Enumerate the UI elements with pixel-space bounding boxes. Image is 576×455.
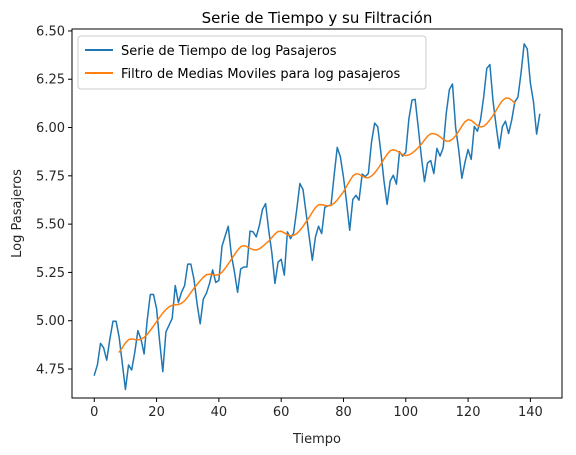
series-layer xyxy=(93,43,541,391)
x-tick-label: 40 xyxy=(211,405,228,420)
x-tick-label: 0 xyxy=(90,405,98,420)
y-tick-label: 6.50 xyxy=(36,24,65,39)
y-tick-label: 6.25 xyxy=(36,73,65,88)
y-tick-label: 5.50 xyxy=(36,218,65,233)
y-axis-ticks: 4.75 5.00 5.25 5.50 5.75 6.00 6.25 6.50 xyxy=(36,24,72,378)
x-axis-title: Tiempo xyxy=(292,432,341,447)
y-axis-title: Log Pasajeros xyxy=(10,169,25,258)
y-tick-label: 5.00 xyxy=(36,314,65,329)
plot-frame xyxy=(71,28,563,399)
x-tick-label: 80 xyxy=(335,405,352,420)
x-axis-ticks: 0 20 40 60 80 100 120 140 xyxy=(90,398,543,420)
x-tick-label: 140 xyxy=(518,405,543,420)
x-tick-label: 20 xyxy=(148,405,165,420)
x-tick-label: 60 xyxy=(273,405,290,420)
legend-label-series-2: Filtro de Medias Moviles para log pasaje… xyxy=(121,67,401,82)
y-tick-label: 4.75 xyxy=(36,363,65,378)
x-tick-label: 120 xyxy=(456,405,481,420)
y-tick-label: 5.25 xyxy=(36,266,65,281)
y-tick-label: 6.00 xyxy=(36,121,65,136)
legend-box xyxy=(77,35,427,90)
x-tick-label: 100 xyxy=(393,405,418,420)
legend-label-series-1: Serie de Tiempo de log Pasajeros xyxy=(121,44,337,59)
legend: Serie de Tiempo de log Pasajeros Filtro … xyxy=(77,35,427,90)
y-tick-label: 5.75 xyxy=(36,169,65,184)
chart-title: Serie de Tiempo y su Filtración xyxy=(202,9,433,27)
series-line-1 xyxy=(93,43,541,391)
series-line-2 xyxy=(118,97,516,353)
